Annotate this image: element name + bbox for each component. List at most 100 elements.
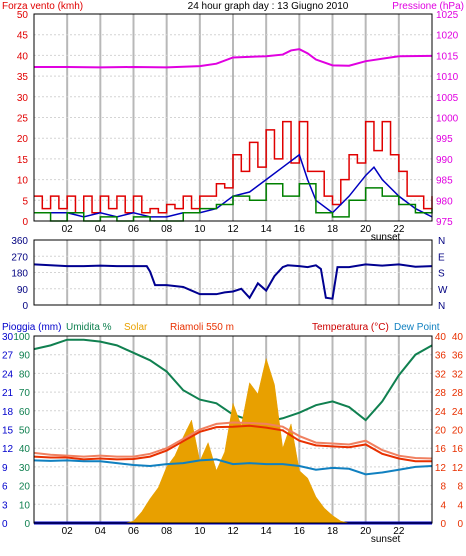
temp-y-tick-left: 8 — [440, 482, 446, 493]
wind-avg-line — [34, 153, 433, 218]
x-tick-label: 12 — [227, 526, 239, 537]
humidity-y-tick: 10 — [19, 500, 31, 511]
rain-y-tick: 21 — [2, 388, 14, 399]
legend-rain: Pioggia (mm) — [2, 322, 61, 333]
pressure-y-tick: 985 — [436, 176, 453, 187]
x-tick-label: 12 — [227, 224, 239, 235]
x-tick-label: 22 — [393, 526, 405, 537]
legend-temperature: Temperatura (°C) — [312, 322, 389, 333]
x-tick-label: 18 — [327, 224, 339, 235]
pressure-y-tick: 1020 — [436, 31, 459, 42]
pressure-y-tick: 1005 — [436, 93, 459, 104]
wind-y-tick: 15 — [17, 155, 29, 166]
pressure-y-tick: 990 — [436, 155, 453, 166]
humidity-y-tick: 30 — [19, 463, 31, 474]
x-tick-label: 20 — [360, 526, 372, 537]
x-tick-label: 02 — [62, 224, 74, 235]
wind-y-tick: 20 — [17, 134, 29, 145]
pressure-y-tick: 980 — [436, 196, 453, 207]
rain-y-tick: 15 — [2, 426, 14, 437]
temp-y-tick-right: 28 — [452, 388, 464, 399]
direction-y-tick: 360 — [11, 236, 28, 247]
rain-y-tick: 30 — [2, 332, 14, 343]
rain-y-tick: 18 — [2, 407, 14, 418]
compass-y-tick: S — [438, 269, 445, 280]
x-tick-label: 08 — [161, 224, 173, 235]
sunset-label: sunset — [371, 534, 401, 545]
wind-y-tick: 25 — [17, 114, 29, 125]
humidity-y-tick: 80 — [19, 369, 31, 380]
temp-y-tick-left: 40 — [435, 332, 447, 343]
panel-border-2 — [33, 239, 433, 306]
temp-y-tick-left: 20 — [435, 426, 447, 437]
humidity-y-tick: 20 — [19, 482, 31, 493]
humidity-y-tick: 70 — [19, 388, 31, 399]
temp-y-tick-left: 4 — [440, 500, 446, 511]
wind-y-tick: 40 — [17, 51, 29, 62]
humidity-y-tick: 90 — [19, 351, 31, 362]
x-tick-label: 02 — [62, 526, 74, 537]
rain-y-tick: 12 — [2, 444, 14, 455]
pressure-y-tick: 1025 — [436, 10, 459, 21]
compass-y-tick: N — [438, 236, 445, 247]
pressure-y-tick: 995 — [436, 134, 453, 145]
humidity-y-tick: 0 — [24, 519, 30, 530]
pressure-y-tick: 1000 — [436, 114, 459, 125]
temp-y-tick-right: 40 — [452, 332, 464, 343]
direction-y-tick: 180 — [11, 269, 28, 280]
temp-y-tick-left: 0 — [440, 519, 446, 530]
legend-humidity: Umidita % — [66, 322, 112, 333]
temp-y-tick-left: 12 — [435, 463, 447, 474]
x-tick-label: 16 — [294, 526, 306, 537]
legend-solar: Solar — [124, 322, 148, 333]
temp-y-tick-left: 16 — [435, 444, 447, 455]
x-tick-label: 18 — [327, 526, 339, 537]
x-tick-label: 22 — [393, 224, 405, 235]
humidity-y-tick: 60 — [19, 407, 31, 418]
legend-station: Riamoli 550 m — [170, 322, 234, 333]
x-tick-label: 10 — [194, 224, 206, 235]
rain-y-tick: 9 — [2, 463, 8, 474]
x-tick-label: 14 — [261, 526, 273, 537]
x-tick-label: 10 — [194, 526, 206, 537]
wind-direction-line — [33, 263, 433, 300]
temperature-max-line — [33, 421, 433, 460]
chart-title: 24 hour graph day : 13 Giugno 2010 — [188, 1, 349, 12]
pressure-y-tick: 1010 — [436, 72, 459, 83]
humidity-y-tick: 100 — [13, 332, 30, 343]
wind-y-tick: 5 — [22, 196, 28, 207]
humidity-y-tick: 50 — [19, 426, 31, 437]
temp-y-tick-right: 0 — [457, 519, 463, 530]
pressure-axis-label: Pressione (hPa) — [392, 1, 464, 12]
temp-y-tick-right: 8 — [457, 482, 463, 493]
temp-y-tick-right: 16 — [452, 444, 464, 455]
sunset-label: sunset — [371, 232, 401, 243]
direction-y-tick: 270 — [11, 252, 28, 263]
x-tick-label: 08 — [161, 526, 173, 537]
panel-border-1 — [33, 13, 433, 222]
wind-y-tick: 0 — [22, 217, 28, 228]
temp-y-tick-right: 4 — [457, 500, 463, 511]
temp-y-tick-left: 28 — [435, 388, 447, 399]
wind-y-tick: 10 — [17, 176, 29, 187]
compass-y-tick: E — [438, 252, 445, 263]
legend-dewpoint: Dew Point — [394, 322, 440, 333]
x-tick-label: 20 — [360, 224, 372, 235]
compass-y-tick: N — [438, 301, 445, 312]
wind-y-tick: 50 — [17, 10, 29, 21]
humidity-y-tick: 40 — [19, 444, 31, 455]
direction-y-tick: 0 — [22, 301, 28, 312]
rain-y-tick: 6 — [2, 482, 8, 493]
direction-y-tick: 90 — [17, 285, 29, 296]
temp-y-tick-right: 12 — [452, 463, 464, 474]
x-tick-label: 04 — [95, 526, 107, 537]
temp-y-tick-right: 20 — [452, 426, 464, 437]
rain-y-tick: 0 — [2, 519, 8, 530]
temp-y-tick-right: 32 — [452, 369, 464, 380]
temp-y-tick-left: 24 — [435, 407, 447, 418]
x-tick-label: 06 — [128, 526, 140, 537]
temp-y-tick-right: 36 — [452, 351, 464, 362]
pressure-line — [34, 48, 433, 69]
x-tick-label: 14 — [261, 224, 273, 235]
x-tick-label: 04 — [95, 224, 107, 235]
